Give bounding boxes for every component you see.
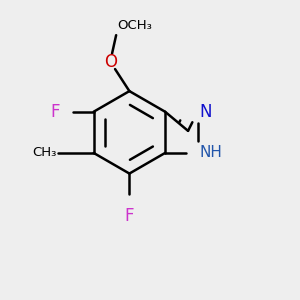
- Text: F: F: [124, 207, 134, 225]
- Text: OCH₃: OCH₃: [118, 19, 152, 32]
- Text: N: N: [199, 103, 212, 121]
- Text: F: F: [50, 103, 60, 121]
- Text: NH: NH: [199, 146, 222, 160]
- Text: O: O: [104, 53, 117, 71]
- Text: CH₃: CH₃: [32, 146, 57, 159]
